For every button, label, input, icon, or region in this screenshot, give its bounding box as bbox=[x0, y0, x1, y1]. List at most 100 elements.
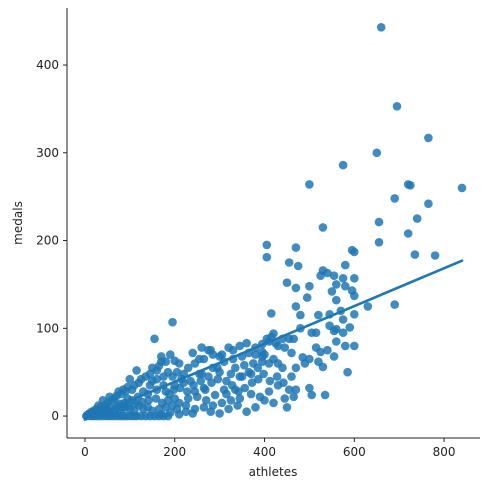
points-layer bbox=[82, 23, 467, 421]
data-point bbox=[323, 268, 332, 278]
data-point bbox=[332, 280, 341, 289]
data-point bbox=[296, 310, 305, 320]
data-point bbox=[183, 387, 192, 396]
data-point bbox=[320, 390, 330, 400]
data-point bbox=[150, 334, 159, 344]
data-point bbox=[174, 410, 184, 419]
data-point bbox=[341, 260, 350, 270]
data-point bbox=[298, 353, 308, 362]
x-tick-label: 0 bbox=[81, 445, 89, 459]
y-ticks: 0 100 200 300 400 bbox=[36, 58, 67, 423]
data-point bbox=[430, 251, 440, 260]
x-axis-label: athletes bbox=[249, 465, 298, 479]
data-point bbox=[289, 392, 299, 402]
data-point bbox=[329, 352, 339, 361]
data-point bbox=[181, 407, 191, 417]
regression-line bbox=[83, 259, 464, 421]
y-tick-label: 400 bbox=[36, 58, 59, 72]
data-point bbox=[350, 247, 359, 257]
data-point bbox=[246, 389, 256, 399]
data-point bbox=[307, 390, 317, 400]
data-point bbox=[196, 376, 206, 386]
data-point bbox=[237, 372, 247, 381]
data-point bbox=[363, 302, 373, 311]
data-point bbox=[231, 385, 240, 395]
data-point bbox=[341, 281, 350, 291]
data-point bbox=[159, 372, 168, 381]
data-point bbox=[311, 328, 321, 338]
data-point bbox=[186, 376, 195, 386]
data-point bbox=[157, 352, 166, 361]
data-point bbox=[316, 347, 325, 357]
y-tick-label: 200 bbox=[36, 234, 59, 248]
data-point bbox=[291, 283, 301, 293]
data-point bbox=[412, 214, 422, 223]
data-point bbox=[390, 300, 400, 309]
data-point bbox=[272, 372, 282, 381]
data-point bbox=[282, 278, 292, 288]
data-point bbox=[329, 271, 339, 281]
data-point bbox=[253, 363, 263, 373]
data-point bbox=[157, 410, 166, 419]
data-point bbox=[267, 309, 276, 318]
data-point bbox=[323, 345, 332, 355]
data-point bbox=[338, 160, 348, 170]
data-point bbox=[188, 409, 197, 418]
data-point bbox=[132, 366, 141, 375]
data-point bbox=[291, 363, 301, 373]
data-point bbox=[291, 243, 301, 252]
data-point bbox=[145, 381, 155, 390]
data-point bbox=[338, 274, 348, 283]
data-point bbox=[188, 348, 197, 358]
data-point bbox=[190, 387, 200, 396]
data-point bbox=[163, 396, 173, 405]
data-point bbox=[197, 343, 206, 352]
data-point bbox=[190, 359, 200, 368]
data-point bbox=[262, 240, 272, 250]
data-point bbox=[282, 403, 292, 412]
data-point bbox=[291, 385, 301, 395]
data-point bbox=[151, 394, 161, 403]
data-point bbox=[259, 369, 268, 379]
data-point bbox=[181, 401, 191, 410]
data-point bbox=[291, 302, 301, 311]
data-point bbox=[390, 194, 400, 203]
data-point bbox=[262, 252, 272, 262]
y-tick-label: 0 bbox=[51, 409, 59, 423]
data-point bbox=[183, 394, 193, 403]
data-point bbox=[341, 341, 350, 351]
data-point bbox=[280, 394, 290, 403]
x-tick-label: 400 bbox=[253, 445, 276, 459]
data-point bbox=[318, 362, 328, 372]
data-point bbox=[213, 374, 223, 384]
data-point bbox=[222, 389, 231, 399]
data-point bbox=[269, 329, 278, 338]
data-point bbox=[217, 398, 227, 408]
data-point bbox=[269, 354, 278, 364]
data-point bbox=[273, 341, 283, 351]
data-point bbox=[350, 274, 359, 283]
x-tick-label: 800 bbox=[433, 445, 456, 459]
data-point bbox=[224, 404, 233, 414]
data-point bbox=[332, 324, 341, 334]
data-point bbox=[287, 348, 296, 358]
data-point bbox=[260, 396, 269, 405]
data-point bbox=[204, 372, 213, 381]
data-point bbox=[350, 291, 359, 301]
data-point bbox=[338, 315, 348, 324]
data-point bbox=[231, 363, 240, 373]
data-point bbox=[345, 323, 355, 332]
data-point bbox=[350, 310, 359, 319]
data-point bbox=[125, 374, 135, 384]
data-point bbox=[305, 354, 314, 364]
data-point bbox=[410, 250, 420, 259]
data-point bbox=[424, 199, 433, 208]
data-point bbox=[166, 350, 175, 359]
data-point bbox=[280, 343, 290, 352]
data-point bbox=[235, 341, 245, 351]
data-point bbox=[316, 271, 325, 281]
data-point bbox=[201, 396, 211, 405]
data-point bbox=[228, 345, 238, 355]
x-tick-label: 200 bbox=[163, 445, 186, 459]
data-point bbox=[199, 383, 209, 393]
